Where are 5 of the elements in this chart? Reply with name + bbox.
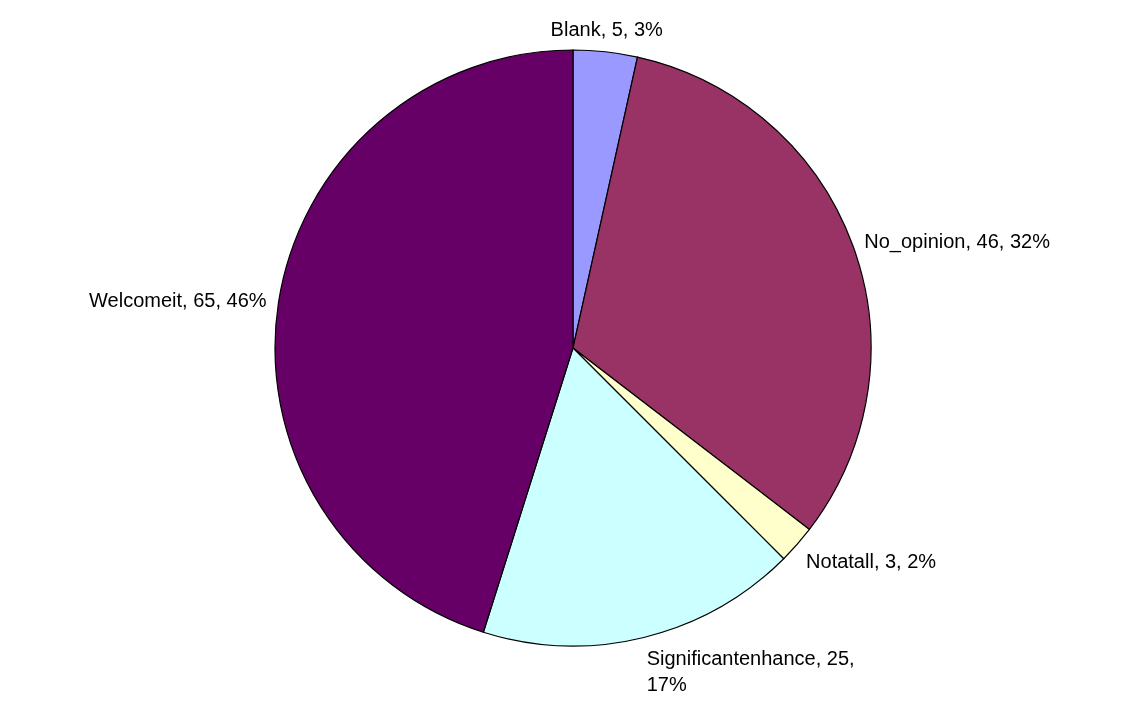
slice-label: No_opinion, 46, 32% — [864, 229, 1051, 253]
slice-label: Significantenhance, 25, 17% — [646, 647, 855, 696]
slice-label: Notatall, 3, 2% — [806, 550, 937, 573]
slice-label: Blank, 5, 3% — [550, 17, 664, 40]
slice-label: Welcomeit, 65, 46% — [89, 288, 267, 311]
